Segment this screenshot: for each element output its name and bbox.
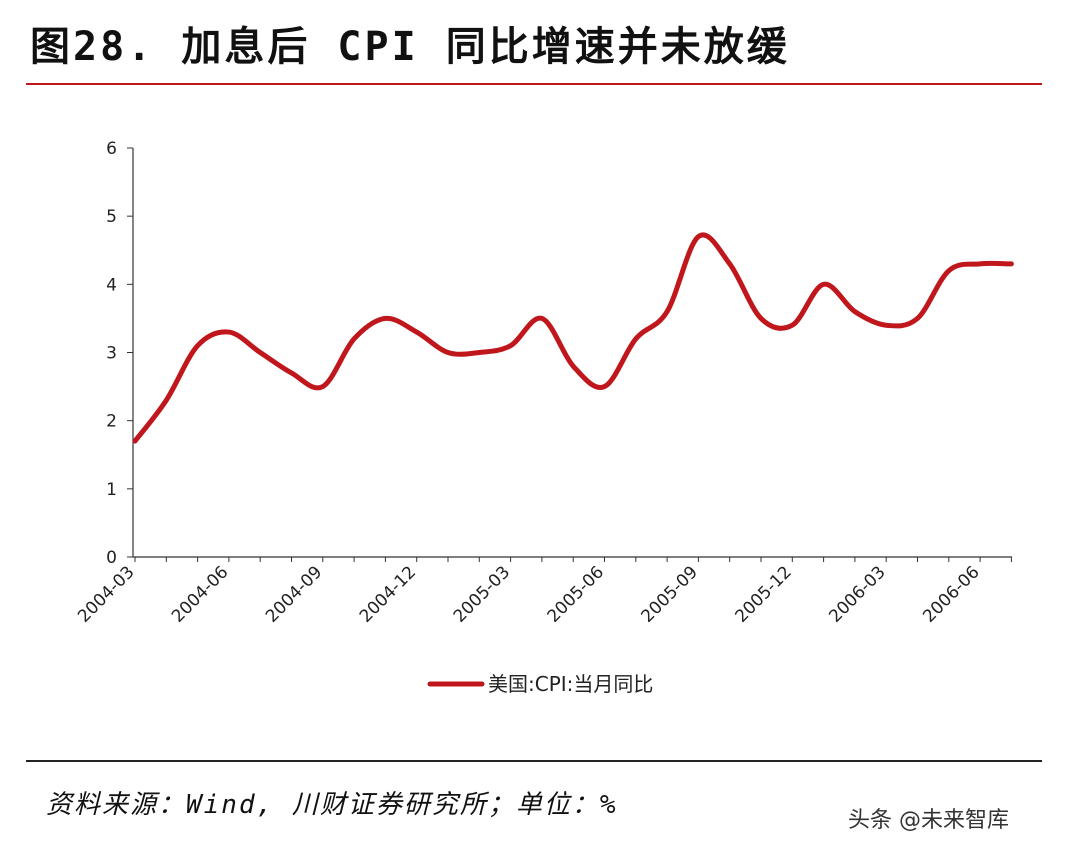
footer-rule xyxy=(26,760,1042,762)
y-tick-label: 3 xyxy=(106,344,117,364)
x-tick-label: 2005-09 xyxy=(638,562,702,626)
watermark: 头条 @未来智库 xyxy=(848,808,1009,833)
legend-label: 美国:CPI:当月同比 xyxy=(488,672,653,696)
x-axis: 2004-03 2004-06 2004-09 2004-12 2005-03 2005-… xyxy=(74,556,1012,627)
series-layer xyxy=(132,232,1014,444)
x-tick-label: 2004-06 xyxy=(168,562,232,626)
series-line xyxy=(132,232,1014,444)
y-tick-label: 0 xyxy=(106,548,117,568)
y-tick-label: 1 xyxy=(106,480,117,500)
y-axis: 0 1 2 3 4 5 6 xyxy=(106,139,134,568)
y-tick-label: 4 xyxy=(106,275,117,295)
legend: 美国:CPI:当月同比 xyxy=(427,672,653,696)
chart-title: 图28. 加息后 CPI 同比增速并未放缓 xyxy=(30,24,790,70)
x-tick-label: 2004-03 xyxy=(74,562,138,626)
line-chart: 0 1 2 3 4 5 6 2004-03 2004-06 2004-09 2004-12 2005… xyxy=(74,139,1014,696)
x-tick-label: 2006-03 xyxy=(825,562,889,626)
source-note: 资料来源：Wind, 川财证券研究所；单位：% xyxy=(46,790,618,820)
x-tick-label: 2005-06 xyxy=(544,562,608,626)
title-underline xyxy=(26,83,1042,85)
x-tick-label: 2006-06 xyxy=(919,562,983,626)
x-tick-label: 2004-09 xyxy=(262,562,326,626)
x-tick-label: 2004-12 xyxy=(356,562,420,626)
x-tick-label: 2005-12 xyxy=(731,562,795,626)
y-tick-label: 2 xyxy=(106,412,117,432)
y-tick-label: 6 xyxy=(106,139,117,159)
x-tick-label: 2005-03 xyxy=(450,562,514,626)
y-tick-label: 5 xyxy=(106,207,117,227)
